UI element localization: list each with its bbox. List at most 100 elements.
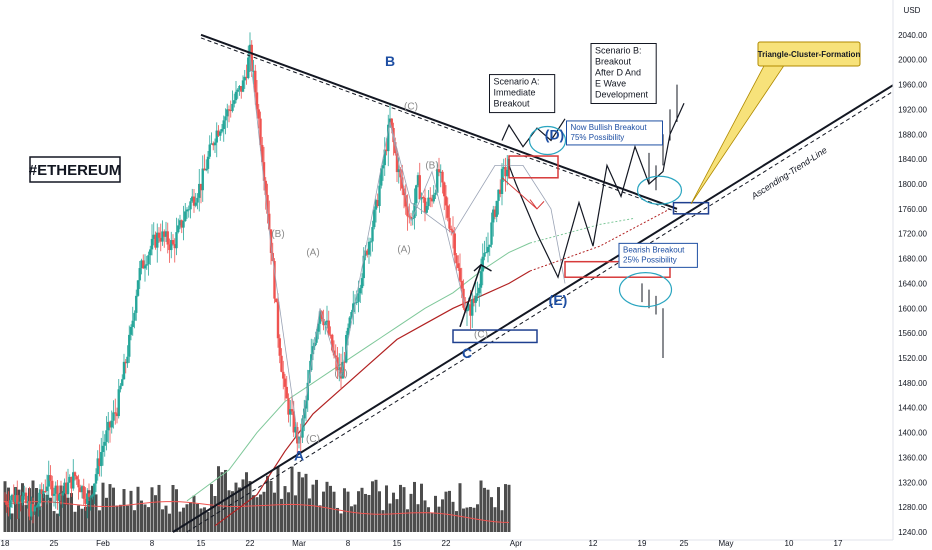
candle-body [52,493,56,496]
volume-bar [70,493,73,532]
currency-label: USD [904,6,921,15]
candle-body [86,493,89,504]
candle-body [23,492,26,497]
volume-bar [269,480,273,532]
volume-bar [192,495,196,532]
volume-bar [150,487,154,532]
x-tick-label: Apr [510,539,523,548]
candle-body [502,167,505,169]
volume-bar [399,484,402,532]
candle-body [282,371,285,379]
candle-body [446,205,449,218]
candle-body [306,382,309,401]
volume-bar [203,507,206,532]
volume-bar [304,473,308,532]
candle-body [75,476,78,480]
candle-body [65,482,68,495]
candle-body [37,503,40,507]
x-tick-label: Mar [292,539,306,548]
candle-body [497,189,500,201]
volume-bar [227,490,231,532]
volume-bar [56,513,59,532]
volume-bar [189,502,192,532]
up-arrow [459,264,482,328]
volume-bar [413,481,416,532]
candle-body [80,486,84,493]
candle-body [117,389,120,417]
volume-bar [336,507,339,532]
volume-bar [266,475,269,532]
candle-body [432,194,435,202]
candle-body [401,177,404,189]
candle-body [61,492,64,496]
candle-body [315,331,318,343]
volume-bar [108,484,112,532]
candle-body [416,175,420,186]
candle-body [42,490,45,495]
note-line: Bearish Breakout [623,245,685,254]
candle-body [93,483,96,495]
candle-body [136,280,140,296]
candle-body [30,503,33,517]
y-tick-label: 1800.00 [898,180,927,189]
volume-bar [49,497,52,532]
volume-bar [273,492,276,532]
y-tick-label: 1360.00 [898,453,927,462]
candle-body [100,452,103,467]
candle-body [261,145,264,163]
volume-bar [143,504,147,532]
candle-body [387,124,390,152]
volume-bar [504,484,507,532]
descending-trendline-dashed [200,37,678,213]
volume-bar [122,489,126,532]
volume-bar [21,483,24,532]
volume-bar [129,490,133,532]
candle-body [264,180,267,195]
candle-body [455,255,458,264]
volume-bar [199,508,203,532]
volume-bar [357,491,360,532]
y-tick-label: 2040.00 [898,31,927,40]
volume-bar [339,513,343,532]
candle-body [364,250,367,256]
candle-body [250,44,253,71]
note-line: Scenario A: [494,77,540,87]
volume-ma-line [4,501,510,523]
candle-body [297,436,301,444]
volume-bar [38,506,42,532]
volume-bar [80,508,84,532]
volume-layer [3,466,511,532]
candle-body [19,501,22,503]
candle-body [450,228,453,231]
candle-body [334,355,337,358]
volume-bar [374,479,378,532]
volume-bar [507,484,511,532]
candle-body [255,92,259,110]
candle-body [262,162,266,181]
volume-bar [259,494,262,532]
candle-body [415,185,418,204]
note-line: After D And [595,68,641,78]
x-tick-label: 25 [50,539,59,548]
candle-body [49,475,52,481]
candle-body [430,198,434,202]
y-tick-label: 1880.00 [898,130,927,139]
volume-bar [14,487,17,532]
candle-body [72,472,75,489]
y-tick-label: 1920.00 [898,105,927,114]
y-tick-label: 1480.00 [898,379,927,388]
candle-body [397,169,400,173]
volume-bar [168,513,171,532]
volume-bar [101,482,105,532]
candle-body [107,421,110,431]
candle-body [506,169,509,177]
volume-bar [455,511,458,532]
wave-label: (E) [549,292,568,308]
candle-body [217,130,220,136]
volume-bar [262,491,266,532]
y-tick-label: 2000.00 [898,56,927,65]
candle-body [154,234,157,248]
candle-body [128,334,131,357]
candle-body [427,197,430,206]
candle-body [150,238,154,250]
